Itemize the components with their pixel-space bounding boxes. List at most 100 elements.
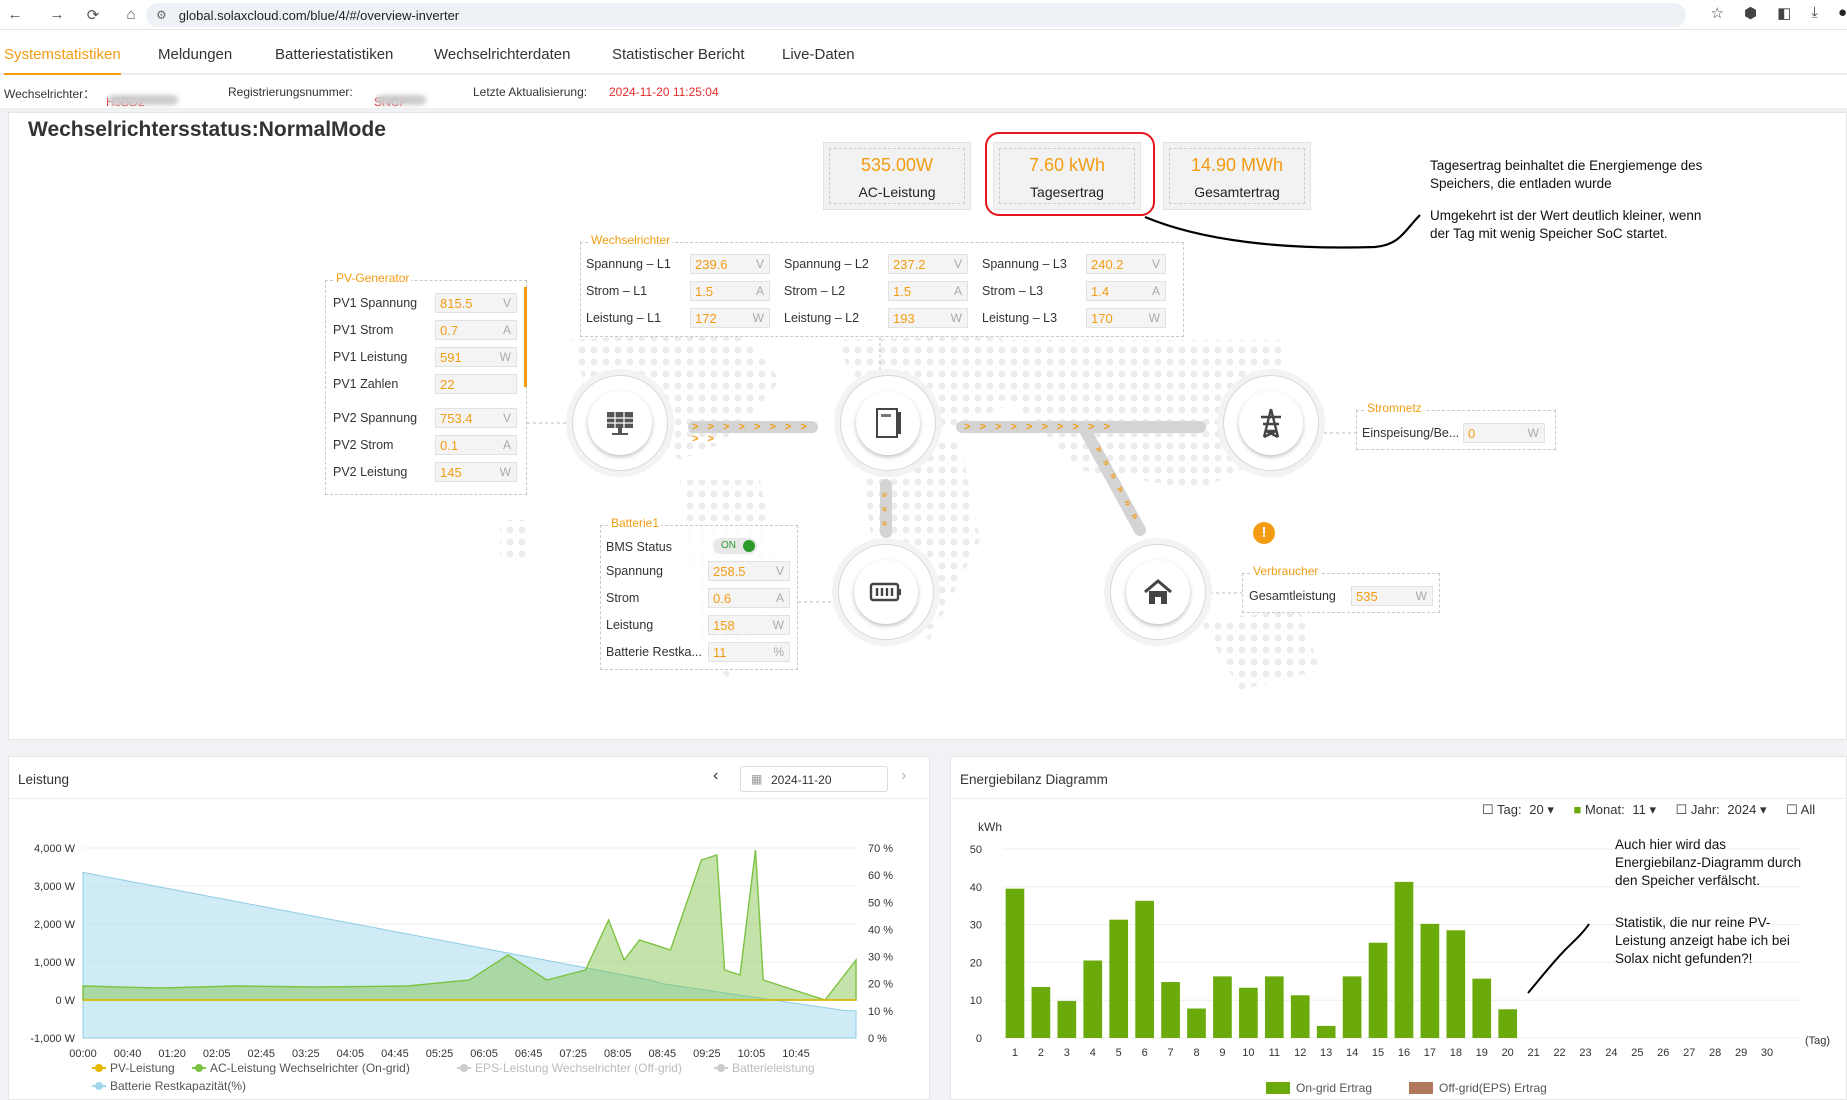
forward-icon[interactable]: → (49, 6, 65, 23)
energy-bar[interactable] (1239, 987, 1258, 1038)
energy-bar[interactable] (1161, 982, 1180, 1038)
address-bar[interactable]: ⚙ global.solaxcloud.com/blue/4/#/overvie… (146, 3, 1686, 27)
energy-bar[interactable] (1213, 976, 1232, 1038)
power-legend-label[interactable]: PV-Leistung (110, 1061, 175, 1075)
pv-scrollbar[interactable] (524, 287, 527, 387)
monat-checkbox[interactable]: ■ (1573, 802, 1582, 817)
power-x-tick: 00:40 (114, 1048, 142, 1060)
power-x-tick: 10:45 (782, 1048, 810, 1060)
monat-select[interactable]: 11 ▾ (1632, 802, 1656, 817)
energy-bar[interactable] (1031, 986, 1051, 1038)
tab-systemstatistiken[interactable]: Systemstatistiken (4, 46, 121, 75)
download-icon[interactable]: ⤓ (1811, 4, 1818, 21)
warning-icon[interactable]: ! (1253, 522, 1275, 544)
tab-batteriestatistiken[interactable]: Batteriestatistiken (275, 46, 394, 63)
jahr-select[interactable]: 2024 ▾ (1727, 802, 1767, 817)
solar-panel-icon (607, 412, 633, 435)
bookmark-star-icon[interactable]: ☆ (1710, 5, 1724, 22)
pv-row-field: 0.7 A (435, 320, 517, 340)
profile-icon[interactable]: ● (1837, 4, 1847, 21)
inverter-cell-unit: V (953, 257, 962, 271)
consumer-value: 535 (1356, 589, 1378, 604)
tag-checkbox[interactable]: ☐ (1482, 802, 1494, 817)
extensions-icon[interactable]: ◧ (1777, 5, 1792, 22)
energy-bar[interactable] (1472, 978, 1492, 1038)
energy-annotation-stroke (1527, 923, 1590, 994)
tab-live-daten[interactable]: Live-Daten (782, 46, 855, 63)
inverter-cell-unit: W (752, 311, 764, 325)
bms-status-toggle[interactable]: ON (713, 538, 757, 554)
extension-shield-icon[interactable]: ⬢ (1744, 5, 1758, 22)
alle-checkbox[interactable]: ☐ (1786, 802, 1798, 817)
inverter-cell-value: 239.6 (695, 257, 728, 272)
pv-row-label: PV1 Spannung (333, 296, 418, 310)
kpi-total-yield: 14.90 MWh Gesamtertrag (1163, 142, 1311, 210)
last-update-label: Letzte Aktualisierung: (473, 85, 588, 99)
annotation-top-line1: Tagesertrag beinhaltet die Energiemenge … (1430, 158, 1703, 173)
energy-bar[interactable] (1057, 1000, 1077, 1038)
energy-bar[interactable] (1394, 881, 1414, 1038)
power-y-left-tick: 3,000 W (34, 881, 76, 893)
power-y-right-tick: 60 % (868, 870, 893, 882)
pv-row-label: PV2 Spannung (333, 411, 418, 425)
back-icon[interactable]: ← (7, 6, 23, 23)
prev-date-icon[interactable]: ‹ (713, 767, 719, 784)
pv-node[interactable] (572, 375, 668, 471)
energy-bar[interactable] (1498, 1009, 1518, 1038)
calendar-icon: ▦ (751, 772, 763, 786)
energy-bar[interactable] (1342, 976, 1362, 1038)
energy-bar[interactable] (1187, 1008, 1206, 1038)
inverter-node[interactable] (840, 375, 936, 471)
power-legend-label[interactable]: EPS-Leistung Wechselrichter (Off-grid) (475, 1061, 682, 1075)
home-icon[interactable]: ⌂ (126, 6, 136, 23)
energy-bar[interactable] (1290, 995, 1310, 1038)
energy-x-tick: 27 (1683, 1047, 1695, 1059)
power-legend-label[interactable]: AC-Leistung Wechselrichter (On-grid) (210, 1061, 410, 1075)
power-legend-label[interactable]: Batterie Restkapazität(%) (110, 1079, 246, 1093)
grid-node[interactable] (1223, 375, 1319, 471)
main-tabs: Systemstatistiken Meldungen Batteriestat… (0, 30, 1847, 75)
energy-bar[interactable] (1316, 1025, 1336, 1038)
power-y-right-tick: 40 % (868, 924, 893, 936)
battery-row-value: 11 (713, 645, 727, 660)
inverter-cell-unit: W (1148, 311, 1160, 325)
inverter-cell-value: 172 (695, 311, 717, 326)
energy-x-tick: 22 (1553, 1047, 1565, 1059)
next-date-icon[interactable]: › (901, 767, 907, 784)
power-legend-label[interactable]: Batterieleistung (732, 1061, 815, 1075)
power-x-tick: 04:05 (337, 1048, 365, 1060)
battery-node[interactable] (838, 544, 934, 640)
grid-box-title: Stromnetz (1365, 401, 1424, 415)
energy-x-tick: 25 (1631, 1047, 1643, 1059)
tag-select[interactable]: 20 ▾ (1529, 802, 1554, 817)
tab-meldungen[interactable]: Meldungen (158, 46, 233, 63)
power-x-tick: 01:20 (158, 1048, 186, 1060)
power-x-tick: 07:25 (559, 1048, 587, 1060)
legend-off-grid-label[interactable]: Off-grid(EPS) Ertrag (1439, 1081, 1547, 1095)
energy-bar[interactable] (1368, 942, 1388, 1038)
bms-status-label: BMS Status (606, 540, 672, 554)
tab-statistischer-bericht[interactable]: Statistischer Bericht (612, 46, 745, 63)
tab-wechselrichterdaten[interactable]: Wechselrichterdaten (434, 46, 571, 63)
energy-y-tick: 30 (970, 920, 982, 932)
house-node[interactable] (1110, 544, 1206, 640)
energy-bar[interactable] (1264, 976, 1284, 1038)
grid-unit: W (1527, 426, 1539, 440)
annotation-top-line2: Speichers, die entladen wurde (1430, 176, 1612, 191)
energy-bar[interactable] (1109, 919, 1129, 1038)
jahr-checkbox[interactable]: ☐ (1675, 802, 1688, 817)
site-info-icon[interactable]: ⚙ (156, 8, 167, 22)
energy-bar[interactable] (1446, 930, 1466, 1038)
energy-bar[interactable] (1135, 900, 1154, 1038)
annotation-highlight-box (985, 132, 1155, 216)
pv-row-unit: V (502, 411, 511, 425)
inverter-cell-label: Leistung – L2 (784, 311, 860, 325)
legend-on-grid-label[interactable]: On-grid Ertrag (1296, 1081, 1372, 1095)
inverter-cell-label: Strom – L1 (586, 284, 648, 298)
energy-bar[interactable] (1005, 888, 1025, 1038)
reload-icon[interactable]: ⟳ (86, 6, 100, 24)
energy-bar[interactable] (1420, 923, 1440, 1038)
kpi-daily-yield-value: 7.60 kWh (1028, 155, 1106, 175)
energy-bar[interactable] (1083, 960, 1103, 1038)
date-picker[interactable]: ▦ 2024-11-20 (740, 766, 888, 792)
